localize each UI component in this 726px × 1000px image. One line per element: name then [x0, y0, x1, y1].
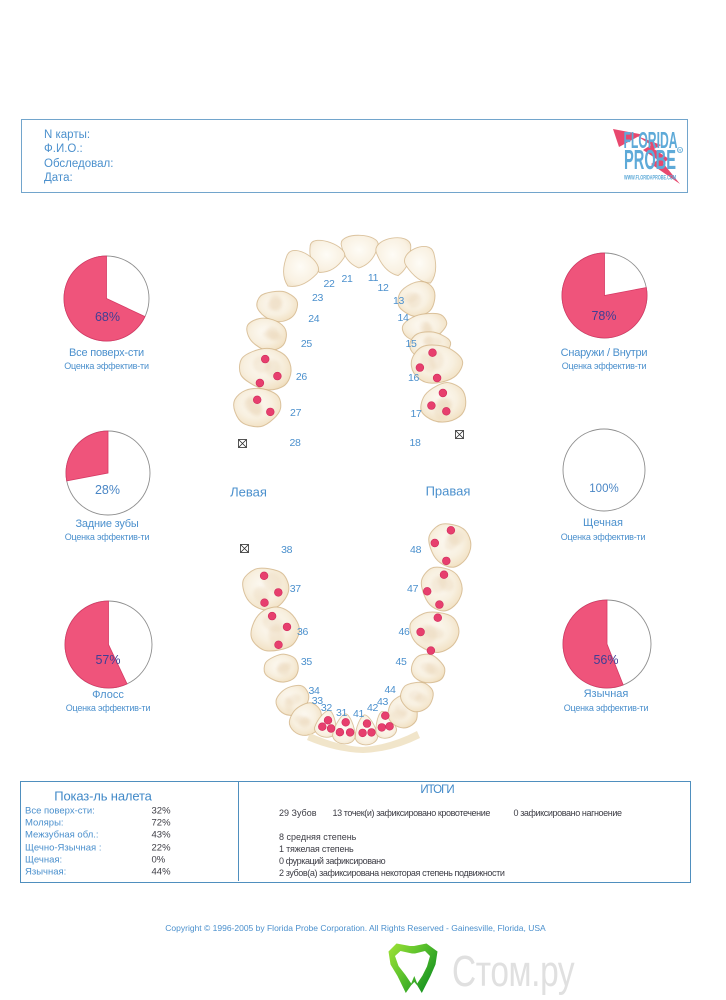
- svg-text:PROBE: PROBE: [624, 144, 676, 175]
- svg-text:R: R: [678, 148, 681, 153]
- svg-text:FLORIDA: FLORIDA: [624, 127, 678, 153]
- svg-text:WWW.FLORIDAPROBE.COM: WWW.FLORIDAPROBE.COM: [624, 176, 676, 182]
